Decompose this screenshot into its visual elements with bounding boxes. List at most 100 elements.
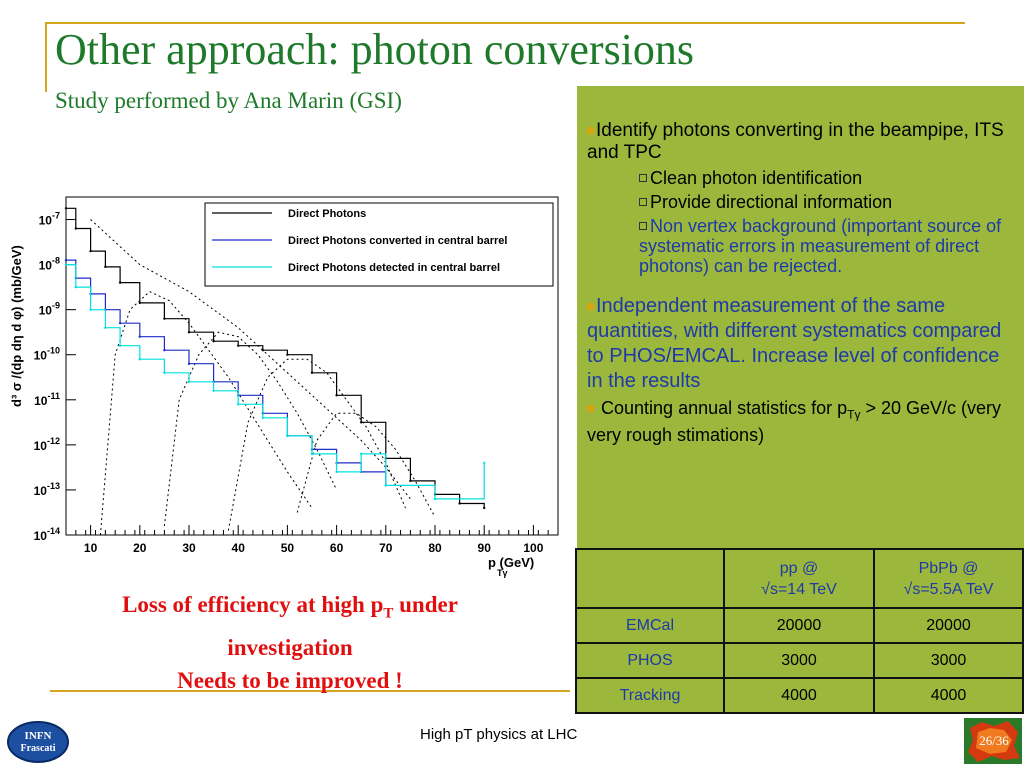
- accent-top-line: [45, 22, 965, 24]
- caption-line-1: Loss of efficiency at high pT under: [55, 588, 525, 631]
- x-axis-subscript: Tγ: [497, 568, 508, 578]
- header-pbpb-line2: √s=5.5A TeV: [903, 580, 994, 598]
- header-pbpb-line1: PbPb @: [918, 559, 979, 577]
- x-tick-label: 30: [182, 541, 196, 555]
- data-point: [187, 380, 191, 383]
- cell-pp: 3000: [723, 642, 875, 679]
- dotted-component-curve: [296, 412, 436, 518]
- table-header-row: pp @ √s=14 TeV PbPb @ √s=5.5A TeV: [575, 548, 1024, 609]
- data-point: [118, 281, 122, 284]
- y-tick-label: 10-7: [39, 211, 60, 228]
- cell-pbpb: 20000: [873, 607, 1024, 644]
- row-label: Tracking: [575, 677, 725, 714]
- data-point: [237, 403, 240, 406]
- page-number: 26/36: [979, 733, 1009, 748]
- data-point: [335, 470, 338, 474]
- data-point: [89, 249, 92, 253]
- accent-bottom-line: [50, 690, 570, 692]
- spectrum-chart: 10 20 30 40 50 60 70 80 90 100 10-7 10-8 10-9 10-10 10…: [9, 196, 559, 578]
- data-point: [138, 301, 141, 305]
- data-point: [384, 484, 387, 487]
- series-line: [66, 207, 485, 508]
- data-point: [335, 394, 338, 397]
- data-point: [187, 362, 191, 365]
- data-point: [409, 479, 412, 483]
- dotted-component-curve: [227, 358, 406, 531]
- bullet-1-text: Identify photons converting in the beamp…: [587, 120, 1004, 163]
- data-point: [310, 371, 314, 374]
- data-point: [138, 358, 141, 361]
- data-point: [360, 452, 363, 456]
- data-point: [187, 331, 191, 334]
- hollow-square-icon: [639, 198, 647, 206]
- y-axis-label: d³ σ /(dp dη d φ) (mb/GeV): [9, 245, 24, 407]
- data-point: [138, 335, 141, 338]
- table-row: PHOS 3000 3000: [575, 642, 1024, 679]
- data-point: [310, 452, 314, 456]
- header-pp-line1: pp @: [779, 559, 819, 577]
- cell-pbpb: 4000: [873, 677, 1024, 714]
- bullet-3-subscript: Tγ: [847, 407, 861, 422]
- bullet-3-text-end: > 20 GeV/c (very very rough stimations): [587, 398, 1002, 445]
- y-tick-label: 10-9: [39, 301, 60, 318]
- sub-bullet-2: Provide directional information: [639, 192, 1019, 212]
- hollow-square-icon: [639, 174, 647, 182]
- cell-pp: 20000: [723, 607, 875, 644]
- hollow-square-icon: [639, 222, 647, 230]
- x-tick-label: 40: [232, 541, 246, 555]
- sub-bullet-1: Clean photon identification: [639, 168, 1019, 188]
- x-axis-label: p (GeV): [488, 555, 534, 570]
- data-point: [360, 421, 363, 424]
- bullet-list: Identify photons converting in the beamp…: [587, 120, 1019, 445]
- table-row: EMCal 20000 20000: [575, 607, 1024, 644]
- data-point: [237, 344, 240, 347]
- legend-box: [204, 202, 554, 287]
- data-point: [433, 497, 437, 501]
- data-point: [104, 265, 107, 269]
- series-line: [66, 264, 485, 500]
- slide-subtitle: Study performed by Ana Marin (GSI): [55, 88, 402, 113]
- y-tick-label: 10-10: [34, 346, 60, 363]
- data-point: [118, 321, 122, 325]
- caption-line-2: investigation: [227, 634, 353, 660]
- data-point: [104, 326, 107, 329]
- caption-line-1-end: under: [393, 592, 458, 617]
- bullet-2: Independent measurement of the same quan…: [587, 294, 1019, 394]
- table-header-pbpb: PbPb @ √s=5.5A TeV: [873, 548, 1024, 609]
- x-tick-label: 80: [428, 541, 442, 555]
- y-tick-label: 10-12: [34, 436, 60, 453]
- data-point: [163, 317, 166, 320]
- series-line: [66, 259, 387, 486]
- data-point: [261, 416, 264, 420]
- x-tick-label: 90: [478, 541, 492, 555]
- bullet-square-icon: [587, 303, 594, 310]
- data-point: [483, 506, 486, 510]
- data-point: [286, 434, 289, 438]
- page-number-badge: 26/36: [964, 718, 1022, 764]
- row-label: EMCal: [575, 607, 725, 644]
- y-tick-label: 10-13: [34, 481, 60, 498]
- svg-text:INFN: INFN: [25, 730, 52, 742]
- y-tick-label: 10-14: [34, 526, 60, 543]
- legend-label: Direct Photons converted in central barr…: [288, 235, 507, 247]
- data-point: [163, 349, 166, 352]
- bullet-3: Counting annual statistics for pTγ > 20 …: [587, 398, 1019, 445]
- data-point: [458, 502, 461, 505]
- legend-label: Direct Photons: [288, 208, 366, 220]
- caption-line-3: Needs to be improved !: [177, 667, 403, 693]
- data-point: [483, 461, 486, 465]
- bullet-square-icon: [587, 127, 594, 134]
- slide-title: Other approach: photon conversions: [55, 25, 695, 74]
- bullet-2-text: Independent measurement of the same quan…: [587, 295, 1002, 392]
- data-point: [64, 207, 68, 210]
- data-point: [89, 308, 92, 311]
- data-point: [212, 340, 215, 343]
- sub-bullet-1-text: Clean photon identification: [650, 168, 863, 188]
- cell-pp: 4000: [723, 677, 875, 714]
- row-label: PHOS: [575, 642, 725, 679]
- statistics-table: pp @ √s=14 TeV PbPb @ √s=5.5A TeV EMCal 20…: [575, 548, 1024, 714]
- x-tick-label: 50: [281, 541, 295, 555]
- data-point: [212, 389, 215, 392]
- bullet-3-text: Counting annual statistics for p: [601, 398, 848, 418]
- data-point: [64, 258, 68, 262]
